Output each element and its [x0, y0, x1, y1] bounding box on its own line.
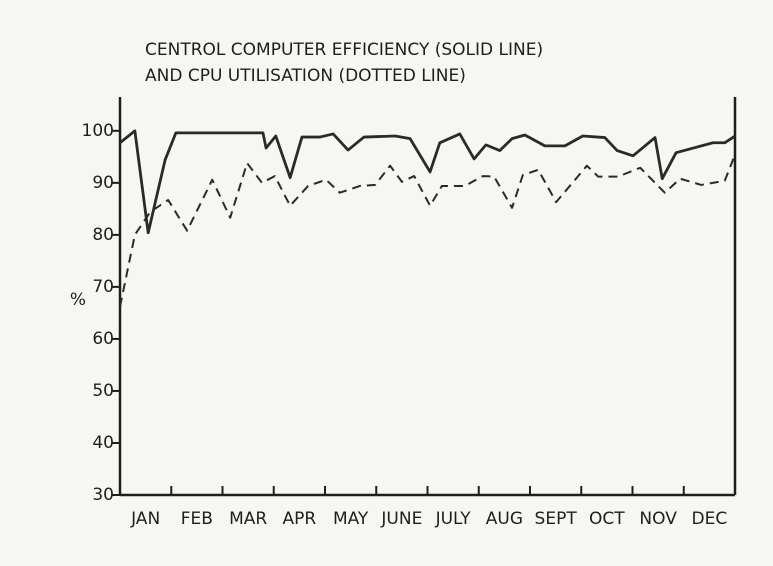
- x-tick-label: OCT: [589, 509, 625, 529]
- y-tick-label: 100: [82, 121, 114, 141]
- x-tick-label: JUNE: [380, 509, 422, 529]
- y-axis-label: %: [70, 290, 86, 310]
- chart-title: CENTROL COMPUTER EFFICIENCY (SOLID LINE): [145, 40, 543, 60]
- y-tick-label: 40: [92, 433, 114, 453]
- x-tick-label: JAN: [130, 509, 160, 529]
- x-tick-label: NOV: [639, 509, 677, 529]
- y-tick-label: 80: [92, 225, 114, 245]
- x-tick-label: APR: [283, 509, 317, 529]
- chart-subtitle: AND CPU UTILISATION (DOTTED LINE): [145, 66, 466, 86]
- y-tick-label: 50: [92, 381, 114, 401]
- x-tick-label: MAY: [333, 509, 369, 529]
- y-tick-label: 90: [92, 173, 114, 193]
- x-tick-label: JULY: [435, 509, 472, 529]
- y-tick-label: 60: [92, 329, 114, 349]
- x-tick-label: SEPT: [535, 509, 578, 529]
- dashed-line: [119, 154, 736, 307]
- y-tick-label: 30: [92, 485, 114, 505]
- x-tick-label: AUG: [486, 509, 523, 529]
- y-tick-label: 70: [92, 277, 114, 297]
- x-tick-label: DEC: [692, 509, 728, 529]
- x-tick-label: MAR: [229, 509, 267, 529]
- solid-line: [119, 129, 736, 235]
- x-tick-label: FEB: [181, 509, 213, 529]
